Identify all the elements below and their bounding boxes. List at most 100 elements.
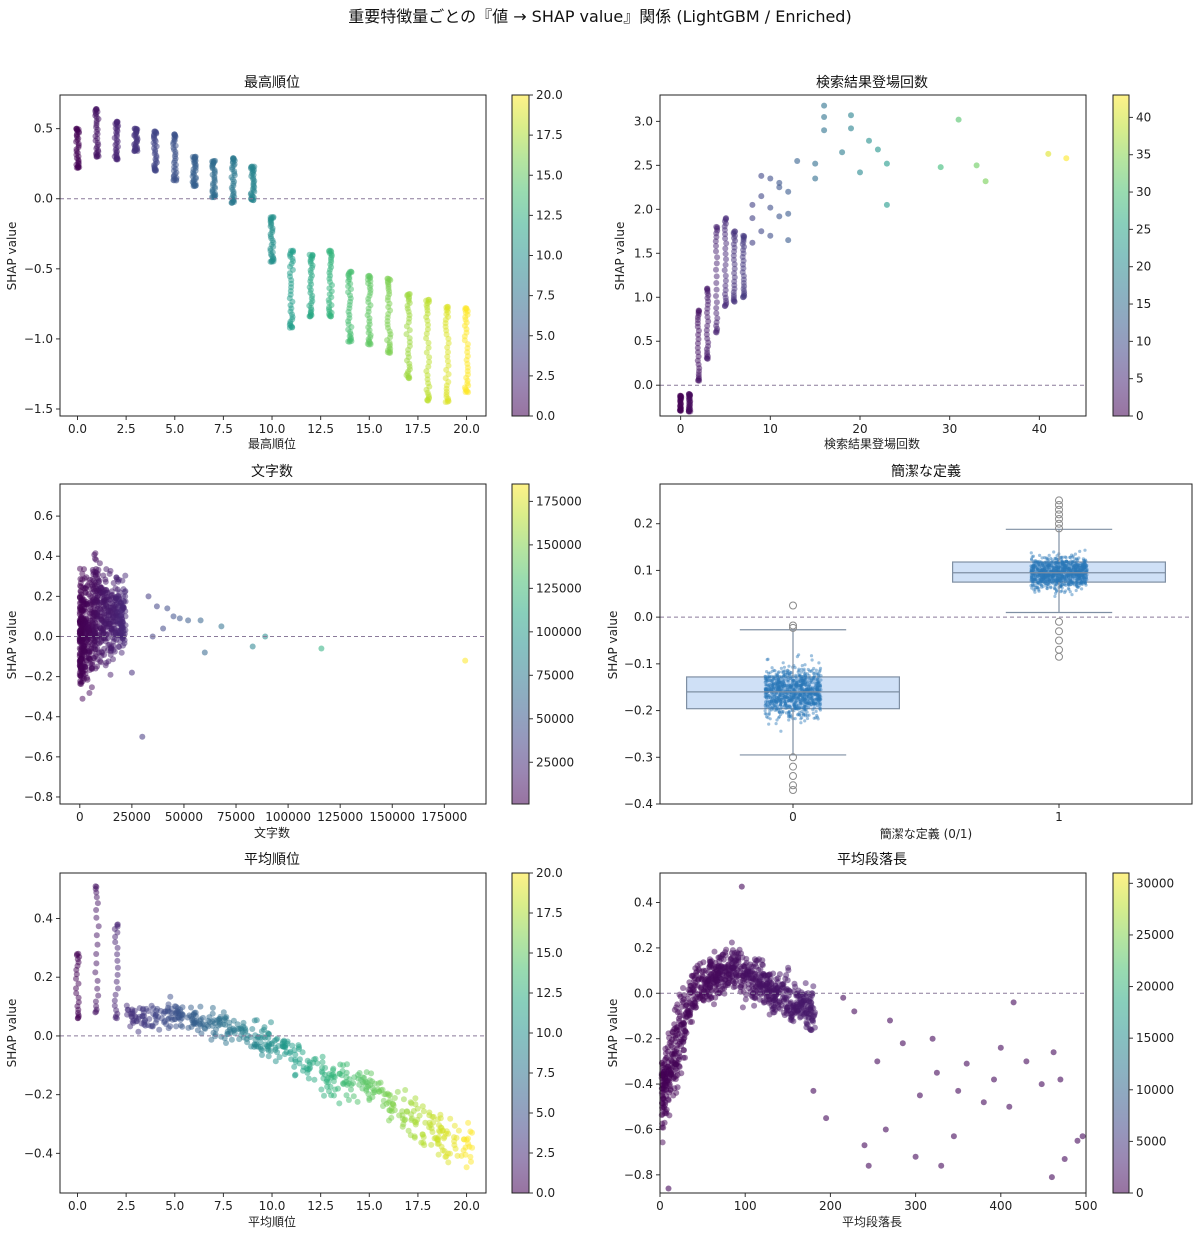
strip-point bbox=[806, 692, 810, 696]
strip-point bbox=[816, 700, 820, 704]
strip-point bbox=[781, 685, 785, 689]
colorbar-tick-label: 0 bbox=[1136, 409, 1144, 423]
data-point bbox=[281, 1038, 288, 1045]
data-point bbox=[95, 992, 102, 999]
data-point bbox=[78, 645, 85, 652]
data-point bbox=[305, 1075, 312, 1082]
figure-title: 重要特徴量ごとの『値 → SHAP value』関係 (LightGBM / E… bbox=[348, 7, 851, 26]
y-tick-label: −0.2 bbox=[624, 1032, 653, 1046]
strip-point bbox=[766, 657, 770, 661]
strip-point bbox=[779, 676, 783, 680]
strip-point bbox=[802, 672, 807, 676]
strip-point bbox=[796, 695, 801, 699]
strip-point bbox=[771, 705, 775, 709]
data-point bbox=[728, 939, 735, 946]
data-point bbox=[111, 1002, 118, 1009]
strip-point bbox=[1063, 590, 1067, 595]
data-point bbox=[883, 160, 890, 167]
colorbar-tick-label: 75000 bbox=[536, 668, 574, 682]
data-point bbox=[89, 616, 96, 623]
strip-point bbox=[785, 679, 789, 683]
strip-point bbox=[800, 696, 804, 700]
data-point bbox=[79, 640, 86, 647]
colorbar-tick-label: 0.0 bbox=[536, 409, 555, 423]
data-point bbox=[122, 572, 129, 579]
colorbar-tick-label: 25000 bbox=[536, 755, 574, 769]
data-point bbox=[723, 215, 730, 222]
strip-point bbox=[1047, 560, 1051, 564]
strip-point bbox=[787, 664, 791, 668]
data-point bbox=[160, 625, 167, 632]
data-point bbox=[110, 580, 117, 586]
data-point bbox=[955, 116, 962, 123]
strip-point bbox=[792, 686, 796, 691]
data-point bbox=[96, 560, 103, 567]
data-point bbox=[695, 349, 701, 356]
strip-point bbox=[1030, 574, 1034, 578]
data-point bbox=[314, 1060, 321, 1067]
strip-point bbox=[1054, 579, 1058, 584]
data-point bbox=[191, 1019, 198, 1026]
strip-point bbox=[769, 700, 773, 704]
data-point bbox=[77, 627, 84, 634]
strip-point bbox=[802, 667, 806, 671]
data-point bbox=[469, 1129, 475, 1136]
x-tick-label: 20.0 bbox=[453, 1199, 480, 1213]
strip-point bbox=[1069, 573, 1073, 577]
strip-point bbox=[772, 677, 776, 681]
data-point bbox=[94, 663, 101, 670]
data-point bbox=[92, 550, 99, 557]
strip-point bbox=[1054, 564, 1058, 568]
x-tick-label: 175000 bbox=[421, 810, 467, 824]
strip-point bbox=[1075, 576, 1079, 580]
x-tick-label: 500 bbox=[1075, 1199, 1098, 1213]
strip-point bbox=[769, 688, 773, 692]
strip-point bbox=[789, 693, 793, 697]
strip-point bbox=[1070, 593, 1074, 597]
strip-point bbox=[817, 701, 821, 705]
x-tick-label: 7.5 bbox=[214, 1199, 233, 1213]
colorbar-tick-label: 15 bbox=[1136, 297, 1151, 311]
strip-point bbox=[804, 694, 809, 698]
strip-point bbox=[765, 670, 769, 674]
y-tick-label: 0.0 bbox=[34, 192, 53, 206]
strip-point bbox=[815, 671, 819, 675]
data-point bbox=[674, 1001, 681, 1008]
colorbar-tick-label: 100000 bbox=[536, 625, 582, 639]
data-point bbox=[253, 1017, 260, 1024]
strip-point bbox=[1032, 561, 1036, 565]
colorbar-tick-label: 20.0 bbox=[536, 866, 563, 880]
data-point bbox=[79, 570, 86, 577]
x-tick-label: 50000 bbox=[165, 810, 203, 824]
strip-point bbox=[784, 676, 788, 680]
data-point bbox=[354, 1098, 361, 1105]
strip-point bbox=[1082, 575, 1086, 579]
x-tick-label: 100000 bbox=[265, 810, 311, 824]
y-tick-label: −0.5 bbox=[24, 262, 53, 276]
data-point bbox=[270, 214, 277, 220]
data-point bbox=[93, 106, 99, 112]
y-tick-label: 0.2 bbox=[34, 589, 53, 603]
data-point bbox=[97, 658, 104, 665]
data-point bbox=[751, 1002, 758, 1009]
strip-point bbox=[798, 693, 802, 697]
data-point bbox=[114, 964, 121, 971]
data-point bbox=[714, 315, 721, 322]
strip-point bbox=[768, 682, 772, 686]
data-point bbox=[444, 358, 451, 365]
strip-point bbox=[1075, 583, 1079, 587]
y-tick-label: 0.0 bbox=[34, 629, 53, 643]
data-point bbox=[88, 645, 95, 652]
strip-point bbox=[800, 696, 804, 700]
data-point bbox=[78, 615, 85, 622]
strip-point bbox=[1032, 588, 1036, 592]
data-point bbox=[319, 1059, 326, 1066]
data-point bbox=[713, 273, 720, 280]
strip-point bbox=[812, 702, 816, 706]
data-point bbox=[133, 1018, 140, 1025]
data-point bbox=[384, 275, 391, 282]
strip-point bbox=[763, 686, 767, 691]
data-point bbox=[758, 193, 765, 200]
data-point bbox=[319, 1053, 326, 1060]
strip-point bbox=[817, 673, 821, 677]
